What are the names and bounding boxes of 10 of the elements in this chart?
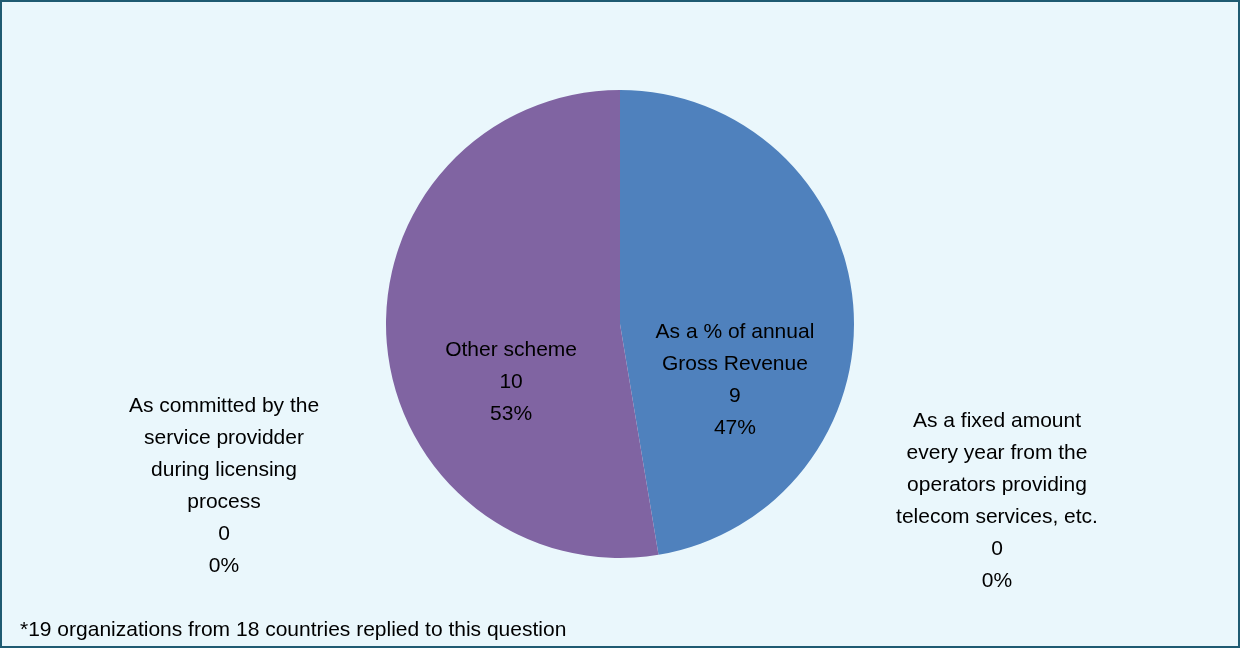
category-label: As a fixed amount every year from the operators providing telecom services, etc. xyxy=(896,408,1098,527)
pie-slice xyxy=(620,90,854,555)
text: 0 0% xyxy=(981,536,1013,591)
text: 0 0% xyxy=(208,521,240,576)
slice-label: Other scheme xyxy=(445,337,578,361)
data-label: 10 53% xyxy=(490,369,533,425)
text: *19 organizations from 18 countries replied to this question xyxy=(20,617,567,640)
category-label: As committed by the service providder during licensing process xyxy=(128,393,320,512)
data-label: 9 47% xyxy=(713,382,756,438)
slice-label: As a % of annual Gross Revenue xyxy=(655,318,815,374)
